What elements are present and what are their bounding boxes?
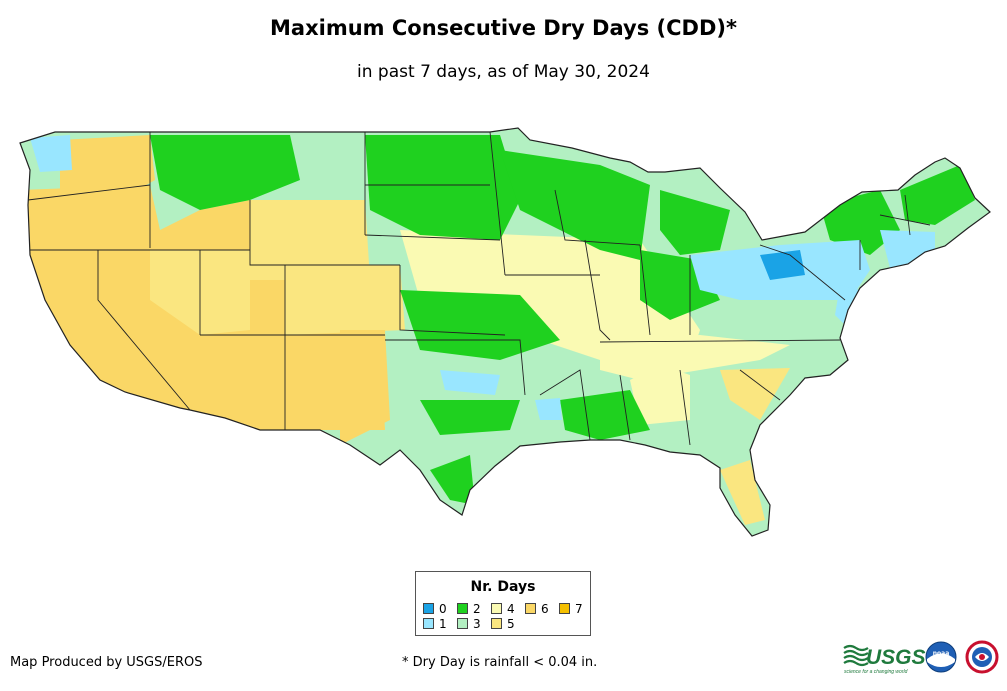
legend-label: 3 [473,617,481,631]
noaa-wordmark: noaa [933,650,950,657]
legend-swatch [491,603,502,614]
legend-swatch [423,603,434,614]
usgs-wordmark: USGS [866,646,926,669]
agency-logos: USGS science for a changing world noaa [843,640,999,675]
nws-logo [965,640,999,674]
legend-swatch [457,603,468,614]
legend-label: 0 [439,602,447,616]
map-subtitle: in past 7 days, as of May 30, 2024 [357,62,650,82]
legend-swatch [491,618,502,629]
legend-swatch [525,603,536,614]
usgs-logo: USGS science for a changing world [843,644,926,675]
legend-label: 2 [473,602,481,616]
map-title: Maximum Consecutive Dry Days (CDD)* [270,16,737,40]
legend-label: 6 [541,602,549,616]
legend-swatch [559,603,570,614]
state-boundaries [27,131,931,446]
legend-label: 5 [507,617,515,631]
legend-swatch [457,618,468,629]
legend-label: 1 [439,617,447,631]
dry-day-footnote: * Dry Day is rainfall < 0.04 in. [402,655,598,670]
usgs-tagline: science for a changing world [844,669,908,675]
producer-credit: Map Produced by USGS/EROS [10,655,203,670]
legend-swatch [423,618,434,629]
legend-label: 7 [575,602,583,616]
legend: Nr. Days 0 1 2 3 4 5 6 7 [415,571,591,636]
noaa-logo: noaa [925,641,957,673]
legend-title: Nr. Days [470,579,536,595]
legend-label: 4 [507,602,515,616]
